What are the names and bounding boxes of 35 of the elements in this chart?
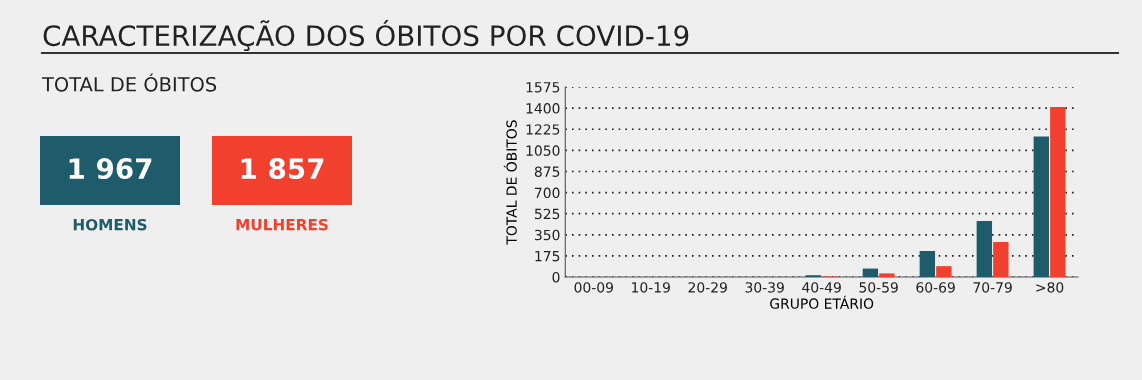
x-tick-label: >80	[1036, 282, 1064, 293]
bar	[1050, 106, 1066, 278]
x-tick-label: 60-69	[916, 282, 955, 293]
bar	[936, 266, 952, 278]
text: TOTAL DE ÓBITOS	[41, 73, 217, 92]
bar	[879, 273, 895, 278]
x-tick-label: 40-49	[802, 282, 841, 293]
x-axis-title: GRUPO ETÁRIO	[770, 295, 874, 309]
y-tick-label: 175	[535, 251, 560, 262]
x-tick-label: 30-39	[745, 282, 784, 293]
text: CARACTERIZAÇÃO DOS ÓBITOS POR COVID-19	[43, 20, 689, 52]
y-tick-label: 875	[534, 166, 560, 177]
y-tick-label: 1225	[526, 124, 560, 135]
y-tick-label: 350	[534, 229, 560, 241]
bar	[919, 251, 936, 278]
category-label: MULHERES	[236, 218, 328, 231]
y-tick-label: 0	[552, 271, 560, 283]
bar	[976, 220, 993, 278]
text: 1 857	[241, 158, 324, 180]
y-tick-label: 525	[534, 208, 560, 220]
bar	[862, 268, 879, 278]
x-tick-label: 50-59	[859, 282, 898, 293]
x-tick-label: 00-09	[574, 282, 613, 293]
x-tick-label: 20-29	[688, 282, 727, 293]
y-axis-title: TOTAL DE ÓBITOS	[503, 120, 517, 245]
y-tick-label: 700	[535, 187, 560, 199]
category-label: HOMENS	[73, 218, 147, 231]
x-tick-label: 10-19	[632, 282, 670, 293]
y-tick-label: 1050	[526, 145, 560, 156]
bar	[993, 242, 1009, 278]
y-tick-label: 1400	[526, 103, 560, 114]
y-tick-label: 1575	[526, 82, 560, 93]
x-tick-label: 70-79	[973, 282, 1012, 293]
bar	[1033, 136, 1049, 278]
text: 1 967	[69, 158, 152, 180]
